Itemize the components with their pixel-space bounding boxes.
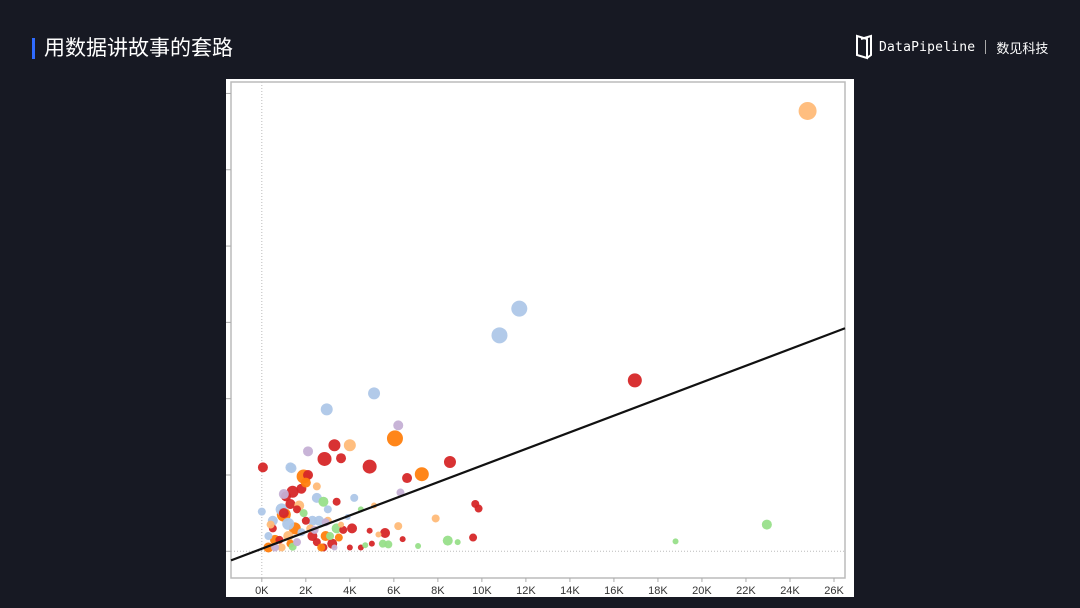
data-point <box>347 523 358 534</box>
data-point <box>672 538 679 545</box>
chart-panel: 0K 2K 4K 6K 8K 10K 12K 14K 16K 18K 20K 22K 24K 26K <box>226 79 854 597</box>
logo-divider <box>985 40 987 54</box>
logo-brand-text: DataPipeline <box>879 39 976 55</box>
logo-brand-cn: 数见科技 <box>996 41 1049 57</box>
data-point <box>402 473 413 484</box>
data-point <box>442 535 453 546</box>
trend-line <box>230 327 846 562</box>
data-point <box>491 327 508 344</box>
data-point <box>380 527 391 538</box>
data-point <box>293 505 302 514</box>
data-point <box>257 462 268 473</box>
data-point <box>257 507 266 516</box>
data-point <box>328 439 341 452</box>
data-point <box>362 542 369 549</box>
data-point <box>511 300 528 317</box>
data-point <box>346 544 353 551</box>
data-point <box>368 540 375 547</box>
data-point <box>443 456 456 469</box>
data-point <box>320 403 333 416</box>
data-point <box>343 439 356 452</box>
data-point <box>278 489 289 500</box>
x-tick-label: 10K <box>472 585 492 597</box>
data-point <box>266 520 275 529</box>
x-tick-label: 20K <box>692 585 712 597</box>
data-point <box>303 469 314 480</box>
data-point <box>317 451 332 466</box>
data-point <box>386 430 403 447</box>
x-tick-label: 26K <box>824 585 844 597</box>
x-tick-label: 0K <box>255 585 269 597</box>
data-point <box>338 521 345 528</box>
x-tick-label: 14K <box>560 585 580 597</box>
data-point <box>331 544 338 551</box>
data-point <box>474 504 483 513</box>
plot-frame <box>230 81 846 579</box>
data-point <box>317 543 326 552</box>
x-tick-label: 18K <box>648 585 668 597</box>
x-tick-label: 4K <box>343 585 357 597</box>
data-point <box>394 522 403 531</box>
data-point <box>312 538 321 547</box>
data-point <box>318 496 329 507</box>
data-point <box>282 517 295 530</box>
data-point <box>301 516 310 525</box>
data-point <box>357 544 364 551</box>
data-point <box>300 477 311 488</box>
data-point <box>278 508 289 519</box>
data-point <box>303 446 314 457</box>
data-point <box>414 467 429 482</box>
data-point <box>378 539 387 548</box>
data-point <box>339 525 348 534</box>
data-point <box>336 453 347 464</box>
x-tick-label: 12K <box>516 585 536 597</box>
data-point <box>454 539 461 546</box>
data-point <box>293 538 302 547</box>
data-point <box>350 493 359 502</box>
data-point <box>299 509 308 518</box>
data-point <box>285 462 296 473</box>
data-point <box>332 497 341 506</box>
data-point <box>469 533 478 542</box>
x-tick-label: 22K <box>736 585 756 597</box>
data-point <box>431 514 440 523</box>
data-point <box>264 532 273 541</box>
data-point <box>323 505 332 514</box>
data-point <box>393 420 404 431</box>
data-point <box>312 482 321 491</box>
scatter-chart: 0K 2K 4K 6K 8K 10K 12K 14K 16K 18K 20K 22K 24K 26K <box>226 81 846 597</box>
x-tick-label: 8K <box>431 585 445 597</box>
x-tick-label: 16K <box>604 585 624 597</box>
data-point <box>326 532 335 541</box>
data-point <box>334 533 343 542</box>
data-point <box>366 527 373 534</box>
data-point <box>368 387 381 400</box>
x-tick-label: 6K <box>387 585 401 597</box>
data-point <box>285 498 296 509</box>
data-point <box>399 536 406 543</box>
datapipeline-logo-icon <box>856 34 872 60</box>
brand-logo: DataPipeline 数见科技 <box>855 33 1048 61</box>
title-accent-bar <box>32 38 35 59</box>
data-point <box>375 531 382 538</box>
data-point <box>314 515 325 526</box>
x-tick-label: 24K <box>780 585 800 597</box>
data-point <box>798 101 817 120</box>
x-tick-label: 2K <box>299 585 313 597</box>
data-point <box>362 459 377 474</box>
page-title: 用数据讲故事的套路 <box>44 36 233 60</box>
data-point <box>627 373 642 388</box>
data-point <box>761 519 772 530</box>
data-point <box>277 543 286 552</box>
data-point <box>415 542 422 549</box>
